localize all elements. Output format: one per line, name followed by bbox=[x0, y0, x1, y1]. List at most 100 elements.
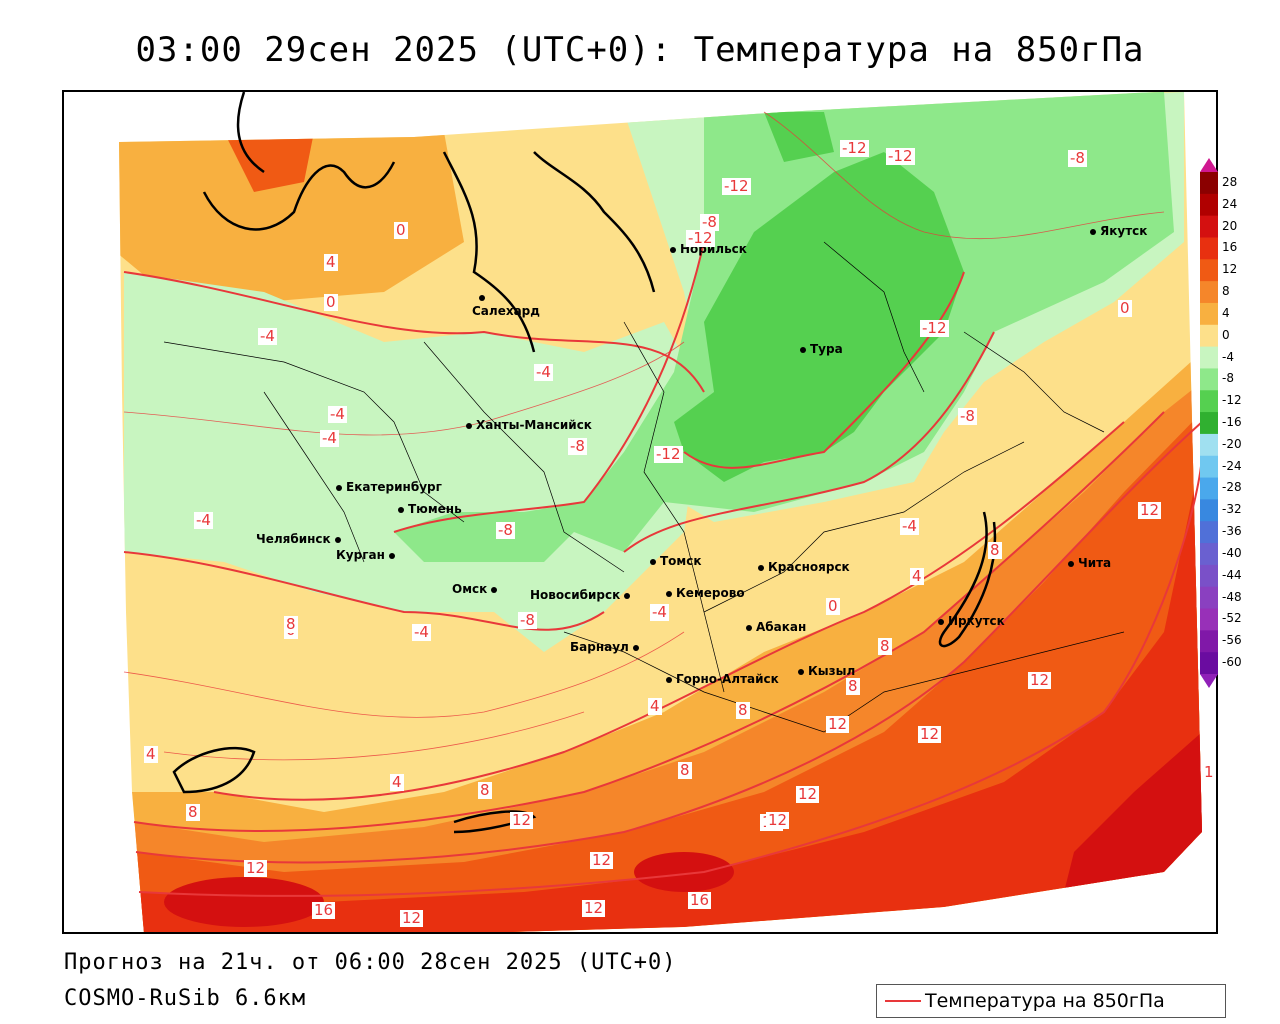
contour-label: 12 bbox=[244, 859, 268, 877]
contour-label: 12 bbox=[766, 811, 790, 829]
city-chita: Чита bbox=[1068, 556, 1111, 570]
city-khanty-mansiysk: Ханты-Мансийск bbox=[466, 418, 592, 432]
colorbar-cell bbox=[1200, 172, 1218, 195]
colorbar-tick-label: -28 bbox=[1222, 480, 1242, 495]
city-kyzyl: Кызыл bbox=[798, 664, 855, 678]
temperature-map[interactable]: Якутск Норильск Салехард Тура Ханты-Манс… bbox=[62, 90, 1218, 934]
colorbar-cell bbox=[1200, 215, 1218, 238]
city-kurgan: Курган bbox=[336, 548, 399, 562]
colorbar-tick-label: 12 bbox=[1222, 262, 1238, 277]
city-abakan: Абакан bbox=[746, 620, 806, 634]
city-dot-icon bbox=[670, 246, 676, 253]
colorbar-cell bbox=[1200, 433, 1218, 457]
city-dot-icon bbox=[800, 346, 806, 353]
city-dot-icon bbox=[938, 618, 944, 625]
city-dot-icon bbox=[746, 624, 752, 631]
contour-label: 12 bbox=[918, 725, 942, 743]
contour-label: -8 bbox=[700, 213, 719, 231]
map-canvas bbox=[119, 92, 1203, 932]
city-salekhard bbox=[479, 290, 489, 304]
city-dot-icon bbox=[650, 558, 656, 565]
colorbar-cell bbox=[1200, 564, 1218, 588]
city-salekhard-label: Салехард bbox=[472, 304, 540, 318]
colorbar-tick-label: -52 bbox=[1222, 611, 1242, 626]
contour-label: 12 bbox=[826, 715, 850, 733]
contour-label: 8 bbox=[186, 803, 200, 821]
contour-label: -12 bbox=[886, 147, 915, 165]
contour-label: 12 bbox=[590, 851, 614, 869]
contour-label: -8 bbox=[518, 611, 537, 629]
colorbar bbox=[1200, 158, 1218, 688]
contour-label: -4 bbox=[412, 623, 431, 641]
colorbar-cell bbox=[1200, 368, 1218, 391]
colorbar-tick-label: 16 bbox=[1222, 240, 1238, 255]
isotherm-lines bbox=[123, 241, 1203, 897]
city-yekaterinburg: Екатеринбург bbox=[336, 480, 442, 494]
model-caption: COSMO-RuSib 6.6км bbox=[64, 986, 307, 1011]
city-dot-icon bbox=[624, 592, 631, 599]
city-novosibirsk: Новосибирск bbox=[530, 588, 634, 602]
colorbar-tick-label: -56 bbox=[1222, 633, 1242, 648]
colorbar-cell bbox=[1200, 477, 1218, 500]
colorbar-cell bbox=[1200, 499, 1218, 522]
city-dot-icon bbox=[479, 294, 485, 301]
contour-label: 12 bbox=[510, 811, 534, 829]
map-title: 03:00 29сен 2025 (UTC+0): Температура на… bbox=[135, 30, 1145, 70]
contour-label: -4 bbox=[258, 327, 277, 345]
city-kemerovo: Кемерово bbox=[666, 586, 745, 600]
contour-label: -8 bbox=[1068, 149, 1087, 167]
contour-label: 0 bbox=[826, 597, 840, 615]
contour-label: 16 bbox=[688, 891, 712, 909]
city-omsk: Омск bbox=[452, 582, 501, 596]
colorbar-bottom-arrow bbox=[1200, 674, 1218, 688]
colorbar-cell bbox=[1200, 237, 1218, 260]
contour-label: -4 bbox=[320, 429, 339, 447]
contour-label: 12 bbox=[582, 899, 606, 917]
contour-label: 8 bbox=[988, 541, 1002, 559]
contour-label: 8 bbox=[878, 637, 892, 655]
contour-label: 12 bbox=[1028, 671, 1052, 689]
colorbar-cell bbox=[1200, 324, 1218, 348]
colorbar-cell bbox=[1200, 259, 1218, 282]
contour-label: -8 bbox=[496, 521, 515, 539]
contour-label: -12 bbox=[722, 177, 751, 195]
contour-label: -4 bbox=[328, 405, 347, 423]
colorbar-tick-label: -16 bbox=[1222, 415, 1242, 429]
colorbar-tick-label: -12 bbox=[1222, 393, 1242, 408]
city-tyumen: Тюмень bbox=[398, 502, 462, 516]
city-barnaul: Барнаул bbox=[570, 640, 643, 654]
contour-label: 4 bbox=[648, 697, 662, 715]
city-dot-icon bbox=[398, 506, 404, 513]
colorbar-cell bbox=[1200, 543, 1218, 566]
contour-label: 4 bbox=[324, 253, 338, 271]
colorbar-tick-label: 24 bbox=[1222, 196, 1238, 211]
city-irkutsk: Иркутск bbox=[938, 614, 1005, 628]
city-gorno-altaysk: Горно-Алтайск bbox=[666, 672, 779, 686]
contour-label: 8 bbox=[736, 701, 750, 719]
city-dot-icon bbox=[798, 668, 804, 675]
colorbar-tick-label: -40 bbox=[1222, 545, 1242, 560]
city-krasnoyarsk: Красноярск bbox=[758, 560, 850, 574]
colorbar-tick-label: -20 bbox=[1222, 436, 1242, 451]
contour-label: -8 bbox=[958, 407, 977, 425]
contour-label: 8 bbox=[678, 761, 692, 779]
contour-label: -4 bbox=[534, 363, 553, 381]
city-tomsk: Томск bbox=[650, 554, 702, 568]
contour-label: -12 bbox=[920, 319, 949, 337]
colorbar-tick-label: -4 bbox=[1222, 349, 1234, 364]
contour-label: -12 bbox=[840, 139, 869, 157]
colorbar-tick-label: 4 bbox=[1222, 305, 1230, 320]
contour-label: -12 bbox=[686, 229, 715, 247]
city-tura: Тура bbox=[800, 342, 843, 356]
colorbar-cell bbox=[1200, 193, 1218, 217]
contour-label: -8 bbox=[568, 437, 587, 455]
colorbar-cell bbox=[1200, 412, 1218, 435]
colorbar-tick-label: -48 bbox=[1222, 589, 1242, 604]
city-dot-icon bbox=[666, 590, 672, 597]
colorbar-cell bbox=[1200, 390, 1218, 413]
contour-label: 12 bbox=[1138, 501, 1162, 519]
isotherm-thin-lines bbox=[123, 111, 1165, 761]
colorbar-cell bbox=[1200, 608, 1218, 631]
city-dot-icon bbox=[666, 676, 672, 683]
coastline bbox=[172, 92, 997, 834]
